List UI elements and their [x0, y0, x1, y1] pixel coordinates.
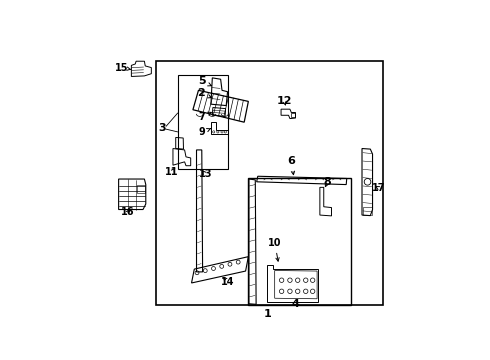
Text: 2: 2 — [197, 88, 211, 98]
Text: 4: 4 — [292, 299, 299, 309]
Text: 17: 17 — [372, 183, 385, 193]
Text: 15: 15 — [115, 63, 131, 73]
Text: 9: 9 — [198, 127, 211, 138]
Text: 3: 3 — [158, 123, 166, 133]
Text: 8: 8 — [323, 177, 331, 187]
Text: 11: 11 — [165, 167, 179, 177]
Text: 10: 10 — [268, 238, 281, 261]
Text: 16: 16 — [121, 207, 135, 217]
Text: 6: 6 — [287, 156, 295, 175]
Text: 1: 1 — [264, 309, 271, 319]
Text: 13: 13 — [198, 169, 212, 179]
Text: 14: 14 — [221, 276, 234, 287]
Text: 7: 7 — [198, 112, 211, 122]
Text: 5: 5 — [198, 76, 211, 86]
Text: 12: 12 — [277, 96, 292, 107]
